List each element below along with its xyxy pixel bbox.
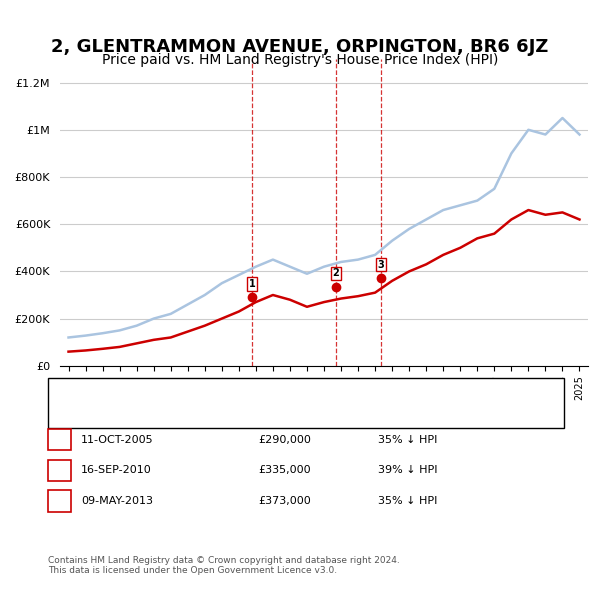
Text: £335,000: £335,000 [258,466,311,475]
Text: 11-OCT-2005: 11-OCT-2005 [81,435,154,444]
Text: Price paid vs. HM Land Registry's House Price Index (HPI): Price paid vs. HM Land Registry's House … [102,53,498,67]
Text: 16-SEP-2010: 16-SEP-2010 [81,466,152,475]
Text: 35% ↓ HPI: 35% ↓ HPI [378,496,437,506]
Text: 2: 2 [55,464,64,477]
Text: 2, GLENTRAMMON AVENUE, ORPINGTON, BR6 6JZ: 2, GLENTRAMMON AVENUE, ORPINGTON, BR6 6J… [52,38,548,57]
Text: £373,000: £373,000 [258,496,311,506]
Text: 2: 2 [333,268,340,278]
Text: HPI: Average price, detached house, Bromley: HPI: Average price, detached house, Brom… [91,409,328,419]
Text: 1: 1 [249,279,256,289]
Text: 35% ↓ HPI: 35% ↓ HPI [378,435,437,444]
Text: £290,000: £290,000 [258,435,311,444]
Text: 39% ↓ HPI: 39% ↓ HPI [378,466,437,475]
Text: 3: 3 [377,260,385,270]
Text: Contains HM Land Registry data © Crown copyright and database right 2024.
This d: Contains HM Land Registry data © Crown c… [48,556,400,575]
Text: 2, GLENTRAMMON AVENUE, ORPINGTON, BR6 6JZ (detached house): 2, GLENTRAMMON AVENUE, ORPINGTON, BR6 6J… [91,386,443,396]
Text: 09-MAY-2013: 09-MAY-2013 [81,496,153,506]
Text: 1: 1 [55,433,64,446]
Text: 3: 3 [55,494,64,507]
